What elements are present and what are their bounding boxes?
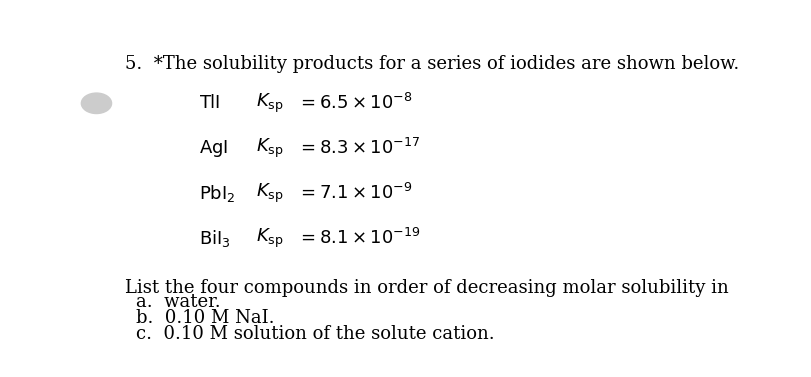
Text: $= 7.1 \times 10^{-9}$: $= 7.1 \times 10^{-9}$ (296, 183, 412, 203)
Ellipse shape (81, 93, 111, 113)
Text: $\mathit{K}_{\mathrm{sp}}$: $\mathit{K}_{\mathrm{sp}}$ (255, 137, 283, 160)
Text: a.  water.: a. water. (136, 293, 221, 311)
Text: $\mathrm{BiI}_{3}$: $\mathrm{BiI}_{3}$ (199, 228, 230, 249)
Text: $\mathrm{TlI}$: $\mathrm{TlI}$ (199, 94, 221, 112)
Text: $\mathrm{PbI}_{2}$: $\mathrm{PbI}_{2}$ (199, 183, 235, 204)
Text: c.  0.10 M solution of the solute cation.: c. 0.10 M solution of the solute cation. (136, 325, 494, 343)
Text: $= 8.3 \times 10^{-17}$: $= 8.3 \times 10^{-17}$ (296, 138, 419, 158)
Text: $\mathit{K}_{\mathrm{sp}}$: $\mathit{K}_{\mathrm{sp}}$ (255, 182, 283, 205)
Text: List the four compounds in order of decreasing molar solubility in: List the four compounds in order of decr… (125, 279, 728, 297)
Text: $\mathit{K}_{\mathrm{sp}}$: $\mathit{K}_{\mathrm{sp}}$ (255, 92, 283, 115)
Text: $= 8.1 \times 10^{-19}$: $= 8.1 \times 10^{-19}$ (296, 228, 419, 248)
Text: b.  0.10 M NaI.: b. 0.10 M NaI. (136, 309, 274, 327)
Text: $= 6.5 \times 10^{-8}$: $= 6.5 \times 10^{-8}$ (296, 93, 412, 113)
Text: $\mathit{K}_{\mathrm{sp}}$: $\mathit{K}_{\mathrm{sp}}$ (255, 227, 283, 250)
Text: 5.  *The solubility products for a series of iodides are shown below.: 5. *The solubility products for a series… (125, 55, 739, 74)
Text: $\mathrm{AgI}$: $\mathrm{AgI}$ (199, 138, 228, 159)
